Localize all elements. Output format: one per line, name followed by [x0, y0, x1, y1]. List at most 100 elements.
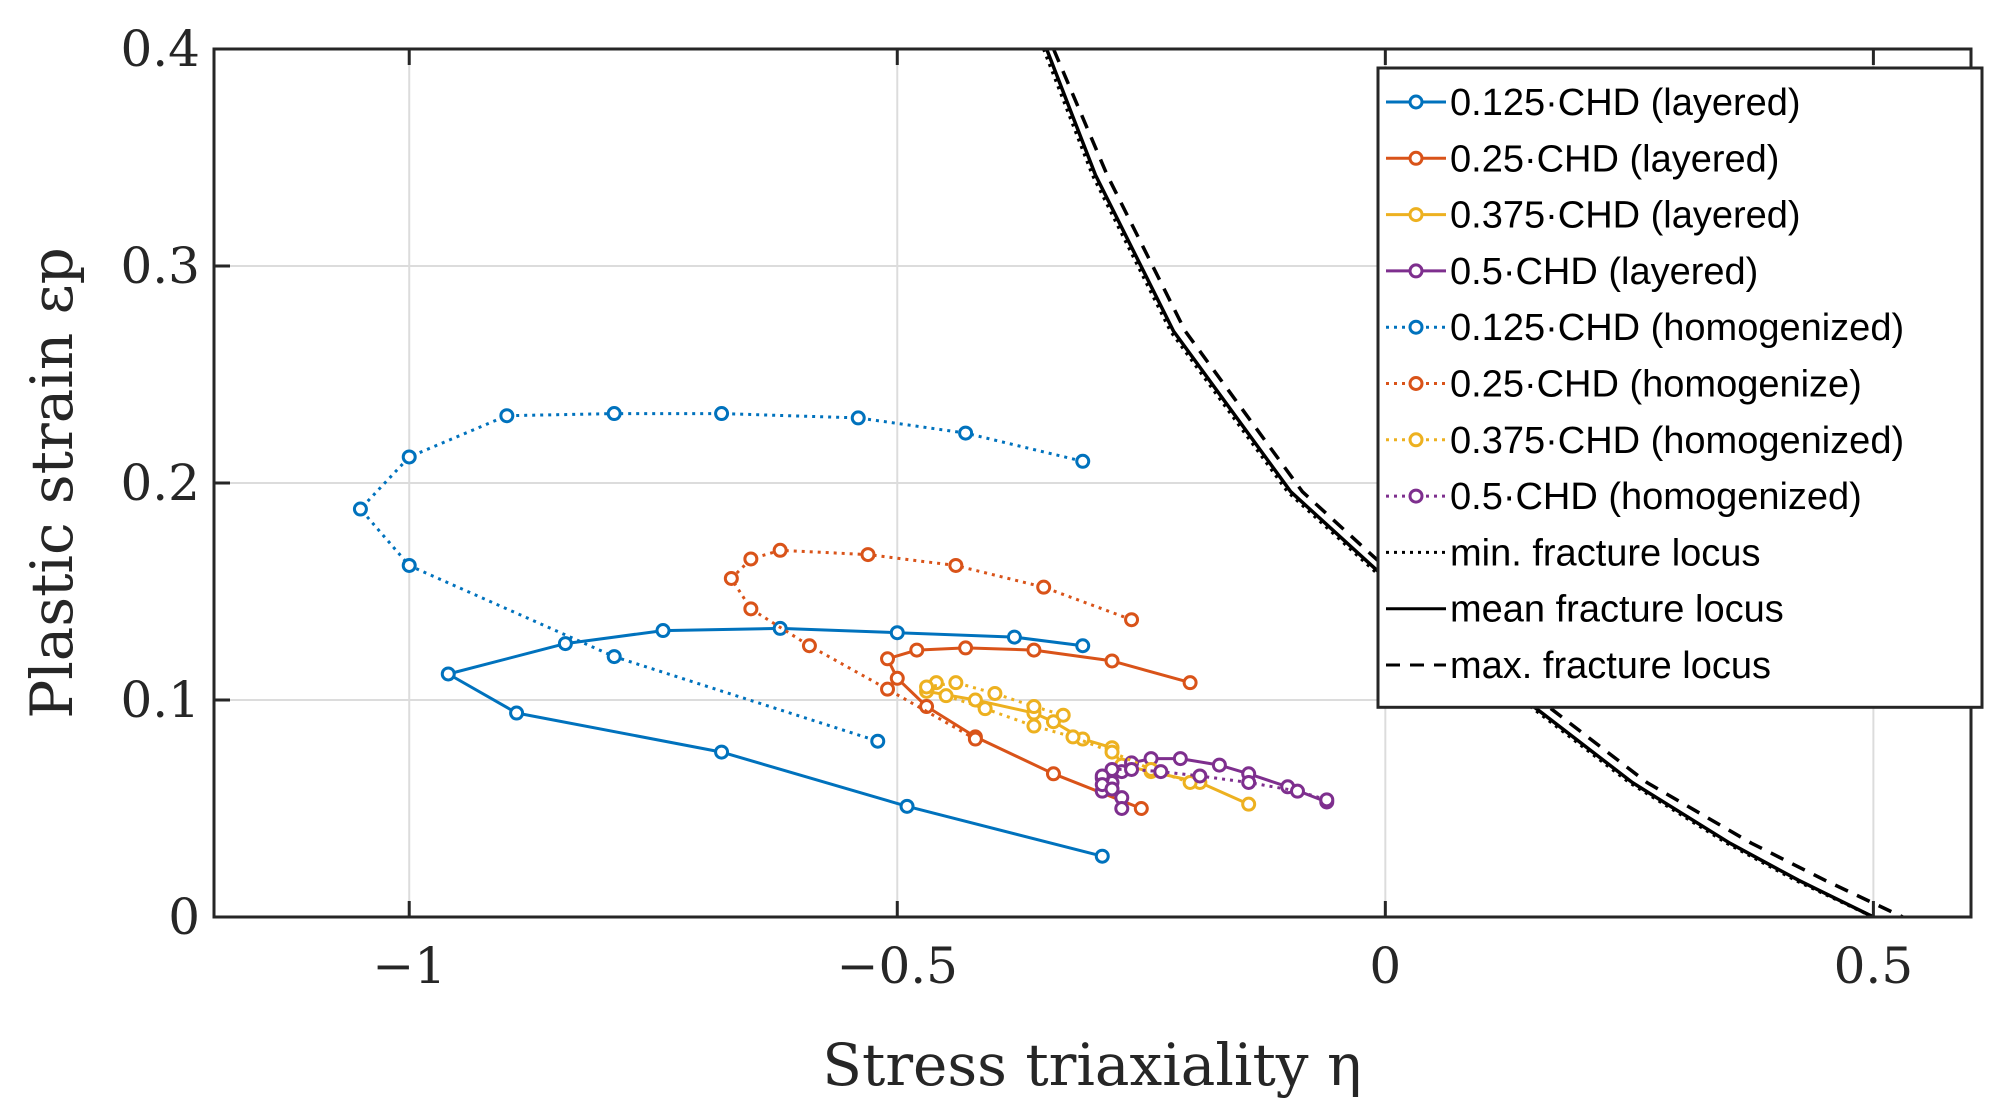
series-3-point: [1045, 714, 1061, 730]
series-6: [723, 542, 1140, 747]
legend-label: 0.375·CHD (layered): [1450, 195, 1801, 237]
series-5-point: [870, 733, 886, 749]
series-2-point: [909, 642, 925, 658]
series-1-point: [440, 666, 456, 682]
series-7-point: [1026, 699, 1042, 715]
series-6-line: [729, 548, 1133, 741]
series-5-point: [606, 649, 622, 665]
legend-entry: 0.5·CHD (homogenized): [1386, 476, 1862, 518]
legend-entry: max. fracture locus: [1386, 645, 1771, 687]
series-5-point: [352, 501, 368, 517]
series-6-point: [723, 570, 739, 586]
series-8-point: [1319, 792, 1335, 808]
series-5-point: [499, 408, 515, 424]
series-1-point: [714, 744, 730, 760]
legend-marker: [1408, 319, 1424, 335]
series-1-point: [1006, 629, 1022, 645]
series-6-point: [1036, 579, 1052, 595]
legend-label: max. fracture locus: [1450, 645, 1771, 687]
series-5-point: [850, 410, 866, 426]
series-6-point: [880, 681, 896, 697]
series-1-point: [1075, 638, 1091, 654]
legend-label: 0.25·CHD (layered): [1450, 138, 1779, 180]
x-tick-label: −0.5: [837, 937, 958, 995]
series-1-point: [889, 625, 905, 641]
series-2-point: [1104, 653, 1120, 669]
series-2-point: [1026, 642, 1042, 658]
y-tick-label: 0.1: [120, 671, 200, 729]
series-5-point: [401, 449, 417, 465]
series-2: [880, 640, 1198, 816]
legend-marker: [1408, 432, 1424, 448]
series-1-point: [899, 798, 915, 814]
series-7-point: [1065, 729, 1081, 745]
legend-entry: 0.25·CHD (layered): [1386, 138, 1779, 180]
series-8-point: [1124, 761, 1140, 777]
legend-entry: 0.25·CHD (homogenize): [1386, 364, 1862, 406]
series-8-point: [1104, 781, 1120, 797]
legend-label: 0.125·CHD (layered): [1450, 82, 1801, 124]
series-1-point: [1094, 848, 1110, 864]
series-2-point: [1133, 801, 1149, 816]
series-1-point: [557, 636, 573, 652]
series-4-point: [1114, 801, 1130, 816]
tick-labels: −1 −0.5 0 0.5 0 0.1 0.2 0.3 0.4: [120, 20, 1913, 995]
y-axis-label: Plastic strain εp: [18, 247, 86, 719]
series-6-point: [1124, 612, 1140, 628]
series-8: [1094, 761, 1335, 808]
y-tick-label: 0.3: [120, 237, 200, 295]
legend-entry: 0.125·CHD (layered): [1386, 82, 1801, 124]
legend-label: 0.125·CHD (homogenized): [1450, 307, 1904, 349]
series-8-point: [1241, 774, 1257, 790]
series-7-point: [1026, 718, 1042, 734]
legend-marker: [1408, 207, 1424, 223]
series-4-point: [1172, 751, 1188, 767]
legend-entry: mean fracture locus: [1386, 589, 1784, 631]
series-8-point: [1153, 764, 1169, 780]
legend-label: min. fracture locus: [1450, 532, 1760, 574]
legend-label: 0.5·CHD (homogenized): [1450, 476, 1862, 518]
series-5-point: [714, 406, 730, 422]
legend-entry: 0.375·CHD (layered): [1386, 195, 1801, 237]
series-6-point: [967, 731, 983, 747]
series-2-point: [958, 640, 974, 656]
series-4-point: [1211, 757, 1227, 773]
legend-marker: [1408, 263, 1424, 279]
series-3-point: [1241, 796, 1257, 812]
series-7-point: [1104, 744, 1120, 760]
series-5-point: [958, 425, 974, 441]
series-5-point: [401, 557, 417, 573]
x-axis-label: Stress triaxiality η: [822, 1031, 1361, 1099]
series-8-point: [1104, 761, 1120, 777]
legend-label: 0.25·CHD (homogenize): [1450, 364, 1862, 406]
legend-label: 0.375·CHD (homogenized): [1450, 420, 1904, 462]
series-8-point: [1192, 768, 1208, 784]
series-5: [352, 406, 1091, 749]
legend-entry: min. fracture locus: [1386, 532, 1760, 574]
series-7-point: [977, 701, 993, 717]
series-1-point: [509, 705, 525, 721]
y-tick-label: 0.4: [120, 20, 200, 78]
series-7-point: [1182, 774, 1198, 790]
legend-marker: [1408, 94, 1424, 110]
series-6-point: [860, 547, 876, 563]
legend-box: [1376, 66, 1984, 709]
series-5-point: [1075, 453, 1091, 469]
series-2-point: [889, 670, 905, 686]
legend-marker: [1408, 376, 1424, 391]
series-8-point: [1289, 783, 1305, 799]
series-1: [440, 620, 1110, 864]
series-6-point: [948, 557, 964, 573]
series-1-point: [655, 623, 671, 639]
series-7-point: [919, 679, 935, 695]
x-tick-label: −1: [372, 937, 446, 995]
legend: 0.125·CHD (layered) 0.25·CHD (layered) 0.3…: [1376, 66, 1984, 709]
series-2-point: [1182, 675, 1198, 691]
legend-label: 0.5·CHD (layered): [1450, 251, 1758, 293]
series-7-point: [1055, 707, 1071, 723]
series-5-point: [606, 406, 622, 422]
legend-entry: 0.375·CHD (homogenized): [1386, 420, 1904, 462]
legend-marker: [1408, 488, 1424, 504]
y-tick-label: 0: [168, 888, 200, 946]
